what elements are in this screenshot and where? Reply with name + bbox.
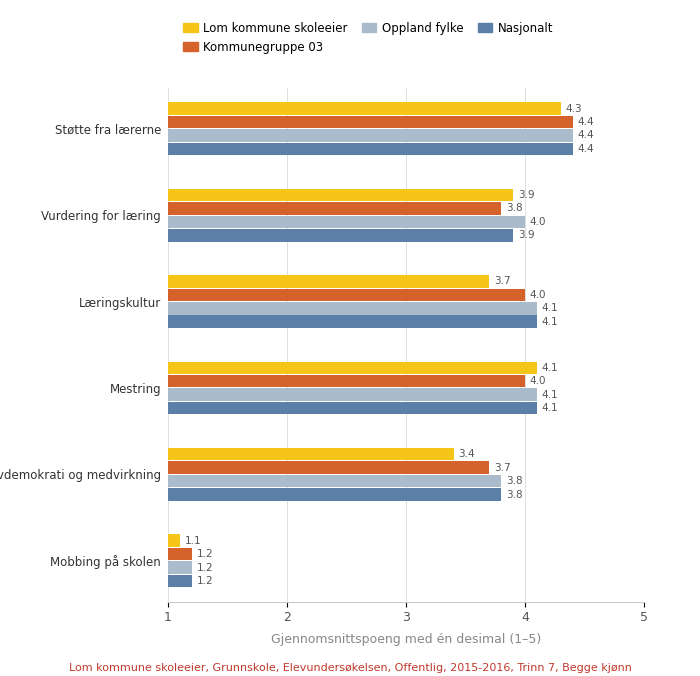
Bar — [168, 535, 180, 547]
Text: 4.1: 4.1 — [542, 304, 559, 313]
Text: 1.2: 1.2 — [197, 576, 214, 586]
Bar — [168, 116, 573, 128]
Text: 1.2: 1.2 — [197, 549, 214, 559]
Text: 3.9: 3.9 — [518, 190, 535, 200]
Text: 1.1: 1.1 — [185, 535, 202, 546]
Text: 4.1: 4.1 — [542, 389, 559, 400]
Text: 3.7: 3.7 — [494, 276, 511, 287]
Text: 3.9: 3.9 — [518, 231, 535, 240]
Bar — [168, 143, 573, 155]
Text: 4.1: 4.1 — [542, 363, 559, 372]
Text: 4.4: 4.4 — [578, 130, 594, 141]
Bar — [168, 375, 525, 387]
Bar — [168, 561, 192, 574]
Bar — [168, 229, 513, 241]
Bar — [168, 202, 501, 215]
Text: 4.0: 4.0 — [530, 290, 546, 300]
Bar — [168, 548, 192, 560]
Legend: Lom kommune skoleeier, Kommunegruppe 03, Oppland fylke, Nasjonalt: Lom kommune skoleeier, Kommunegruppe 03,… — [183, 22, 554, 54]
Bar — [168, 402, 537, 414]
Bar — [168, 275, 489, 287]
Text: 4.3: 4.3 — [566, 103, 582, 114]
Bar — [168, 462, 489, 474]
Text: 3.4: 3.4 — [458, 450, 475, 459]
Text: 3.8: 3.8 — [506, 476, 523, 486]
Text: 4.1: 4.1 — [542, 403, 559, 413]
Bar — [168, 302, 537, 314]
Bar — [168, 129, 573, 142]
Bar — [168, 389, 537, 401]
Bar — [168, 475, 501, 487]
Text: 3.8: 3.8 — [506, 203, 523, 214]
Text: 3.7: 3.7 — [494, 462, 511, 473]
Bar — [168, 289, 525, 301]
Bar — [168, 448, 454, 460]
Bar — [168, 575, 192, 587]
Bar — [168, 316, 537, 328]
Text: 4.4: 4.4 — [578, 117, 594, 127]
Bar — [168, 102, 561, 115]
Text: 4.0: 4.0 — [530, 217, 546, 227]
Bar — [168, 362, 537, 374]
X-axis label: Gjennomsnittspoeng med én desimal (1–5): Gjennomsnittspoeng med én desimal (1–5) — [271, 633, 541, 646]
Bar — [168, 488, 501, 501]
Text: 4.1: 4.1 — [542, 317, 559, 327]
Text: 3.8: 3.8 — [506, 489, 523, 500]
Text: 1.2: 1.2 — [197, 562, 214, 573]
Bar — [168, 216, 525, 228]
Text: 4.4: 4.4 — [578, 144, 594, 154]
Text: Lom kommune skoleeier, Grunnskole, Elevundersøkelsen, Offentlig, 2015-2016, Trin: Lom kommune skoleeier, Grunnskole, Elevu… — [69, 662, 631, 673]
Text: 4.0: 4.0 — [530, 377, 546, 386]
Bar — [168, 189, 513, 201]
